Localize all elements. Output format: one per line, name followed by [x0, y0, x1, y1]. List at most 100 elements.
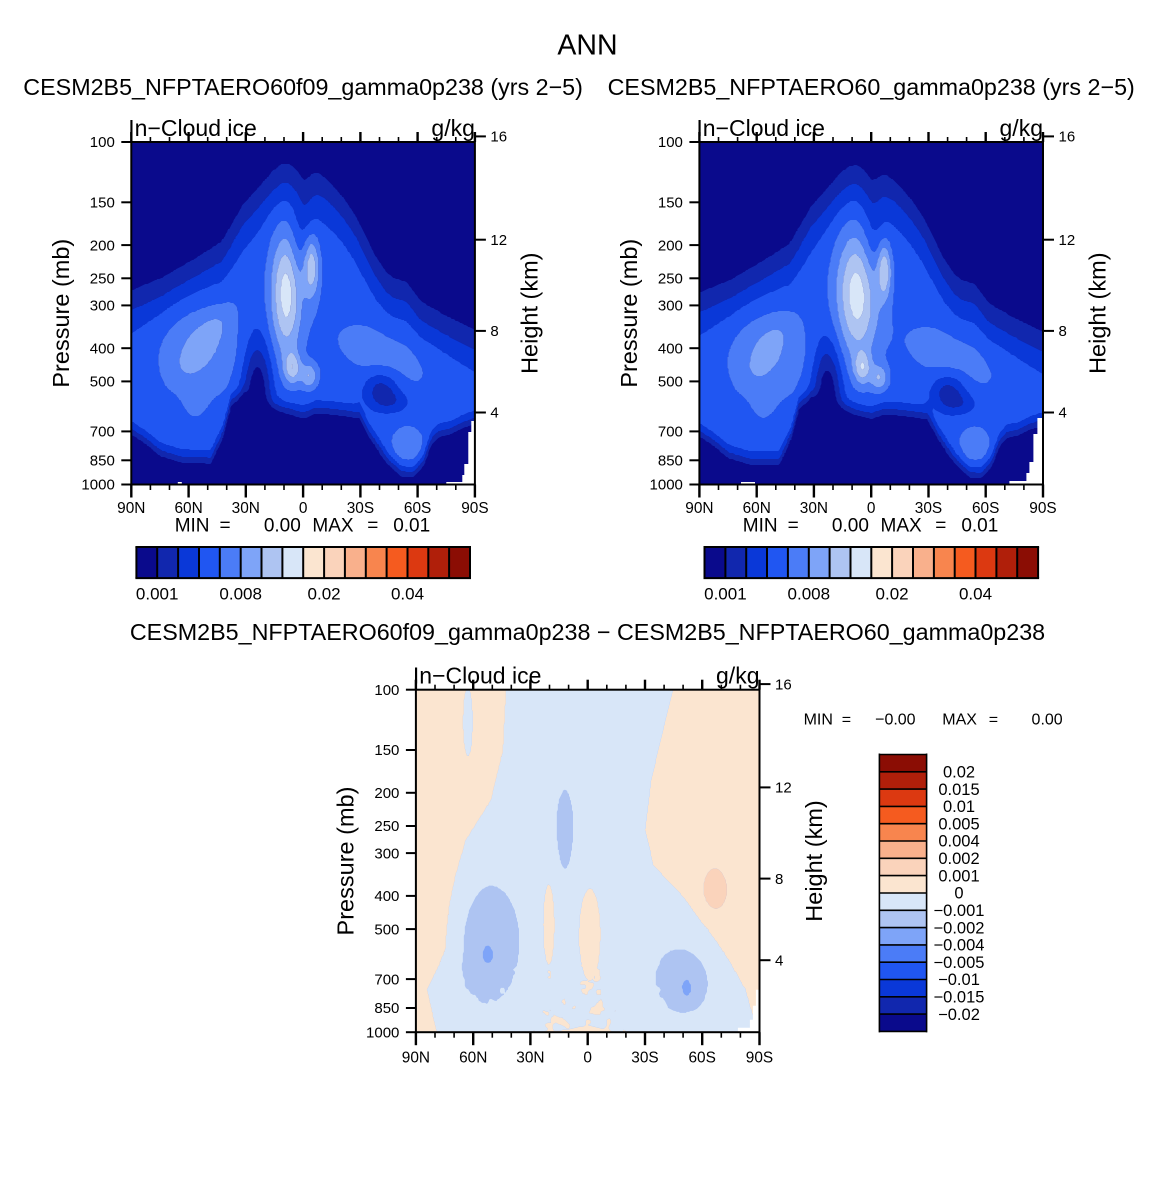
svg-text:100: 100	[374, 682, 399, 699]
svg-text:4: 4	[1059, 405, 1067, 422]
svg-text:0.01: 0.01	[943, 798, 975, 816]
svg-text:−0.005: −0.005	[934, 954, 985, 972]
svg-text:0.015: 0.015	[938, 781, 979, 799]
svg-text:30S: 30S	[915, 500, 942, 517]
svg-text:400: 400	[374, 888, 399, 905]
svg-text:=: =	[935, 516, 946, 537]
svg-text:0.00: 0.00	[832, 516, 869, 537]
svg-text:300: 300	[374, 845, 399, 862]
svg-text:0.005: 0.005	[938, 815, 979, 833]
svg-text:16: 16	[1059, 129, 1076, 146]
svg-text:90S: 90S	[461, 500, 488, 517]
svg-text:60N: 60N	[743, 500, 771, 517]
svg-text:0.004: 0.004	[938, 833, 979, 851]
svg-text:0.001: 0.001	[938, 867, 979, 885]
svg-text:4: 4	[775, 952, 783, 969]
svg-text:−0.01: −0.01	[938, 971, 980, 989]
svg-text:MAX: MAX	[312, 516, 354, 537]
svg-text:Pressure (mb): Pressure (mb)	[616, 239, 642, 388]
svg-text:g/kg: g/kg	[431, 115, 474, 141]
svg-text:Height (km): Height (km)	[801, 800, 827, 921]
svg-text:90S: 90S	[746, 1050, 773, 1067]
svg-text:500: 500	[374, 921, 399, 938]
svg-text:−0.015: −0.015	[934, 989, 985, 1007]
svg-text:1000: 1000	[81, 477, 114, 494]
svg-text:0.008: 0.008	[788, 584, 831, 603]
svg-text:0.008: 0.008	[219, 584, 262, 603]
svg-text:Height (km): Height (km)	[1085, 252, 1111, 373]
svg-text:250: 250	[374, 818, 399, 835]
svg-text:0.02: 0.02	[943, 764, 975, 782]
svg-text:12: 12	[490, 232, 507, 249]
svg-text:CESM2B5_NFPTAERO60_gamma0p238: CESM2B5_NFPTAERO60_gamma0p238 (yrs 2−5)	[608, 74, 1135, 100]
svg-text:MIN: MIN	[804, 712, 833, 729]
svg-text:90N: 90N	[117, 500, 145, 517]
svg-text:Pressure (mb): Pressure (mb)	[332, 787, 358, 936]
svg-text:0.00: 0.00	[264, 516, 301, 537]
svg-text:500: 500	[90, 374, 115, 391]
svg-text:60S: 60S	[689, 1050, 716, 1067]
svg-text:30N: 30N	[232, 500, 260, 517]
svg-text:0.02: 0.02	[308, 584, 341, 603]
svg-text:700: 700	[90, 424, 115, 441]
svg-text:400: 400	[658, 340, 683, 357]
svg-text:30N: 30N	[800, 500, 828, 517]
svg-text:g/kg: g/kg	[1000, 115, 1043, 141]
svg-text:200: 200	[90, 237, 115, 254]
svg-text:=: =	[220, 516, 231, 537]
svg-text:8: 8	[490, 323, 498, 340]
svg-text:30S: 30S	[631, 1050, 658, 1067]
svg-text:0.01: 0.01	[393, 516, 430, 537]
svg-text:0.04: 0.04	[959, 584, 992, 603]
svg-text:300: 300	[90, 298, 115, 315]
svg-text:=: =	[788, 516, 799, 537]
svg-text:MAX: MAX	[881, 516, 923, 537]
svg-text:0.002: 0.002	[938, 850, 979, 868]
svg-text:12: 12	[775, 780, 792, 797]
svg-text:0: 0	[867, 500, 876, 517]
svg-text:Height (km): Height (km)	[516, 252, 542, 373]
svg-text:0.001: 0.001	[704, 584, 747, 603]
svg-text:150: 150	[90, 195, 115, 212]
svg-text:0: 0	[583, 1050, 592, 1067]
svg-text:0: 0	[299, 500, 308, 517]
svg-text:300: 300	[658, 298, 683, 315]
svg-text:MAX: MAX	[942, 712, 977, 729]
svg-text:In−Cloud ice: In−Cloud ice	[696, 115, 825, 141]
svg-text:700: 700	[658, 424, 683, 441]
svg-text:150: 150	[374, 742, 399, 759]
svg-text:0.001: 0.001	[136, 584, 179, 603]
svg-text:1000: 1000	[366, 1024, 399, 1041]
svg-text:8: 8	[775, 871, 783, 888]
svg-text:MIN: MIN	[175, 516, 210, 537]
svg-text:250: 250	[90, 271, 115, 288]
svg-text:In−Cloud ice: In−Cloud ice	[413, 663, 542, 689]
svg-text:12: 12	[1059, 232, 1076, 249]
svg-text:60S: 60S	[404, 500, 431, 517]
svg-text:0: 0	[954, 885, 963, 903]
svg-text:850: 850	[374, 1000, 399, 1017]
svg-text:200: 200	[374, 785, 399, 802]
svg-text:=: =	[367, 516, 378, 537]
svg-text:850: 850	[658, 453, 683, 470]
svg-text:MIN: MIN	[743, 516, 778, 537]
svg-text:850: 850	[90, 453, 115, 470]
svg-text:90S: 90S	[1029, 500, 1056, 517]
svg-text:60N: 60N	[174, 500, 202, 517]
svg-text:16: 16	[490, 129, 507, 146]
svg-text:In−Cloud ice: In−Cloud ice	[128, 115, 256, 141]
svg-text:400: 400	[90, 340, 115, 357]
svg-text:30S: 30S	[347, 500, 374, 517]
svg-text:g/kg: g/kg	[716, 663, 759, 689]
svg-text:100: 100	[90, 134, 115, 151]
svg-text:Pressure (mb): Pressure (mb)	[48, 239, 74, 388]
svg-text:=: =	[989, 712, 998, 729]
svg-text:500: 500	[658, 374, 683, 391]
svg-text:−0.002: −0.002	[934, 919, 985, 937]
svg-text:4: 4	[490, 405, 498, 422]
svg-text:CESM2B5_NFPTAERO60f09_gamma0p2: CESM2B5_NFPTAERO60f09_gamma0p238 − CESM2…	[130, 619, 1045, 645]
svg-text:−0.004: −0.004	[934, 937, 985, 955]
svg-text:90N: 90N	[685, 500, 713, 517]
svg-text:16: 16	[775, 676, 792, 693]
svg-text:90N: 90N	[402, 1050, 430, 1067]
